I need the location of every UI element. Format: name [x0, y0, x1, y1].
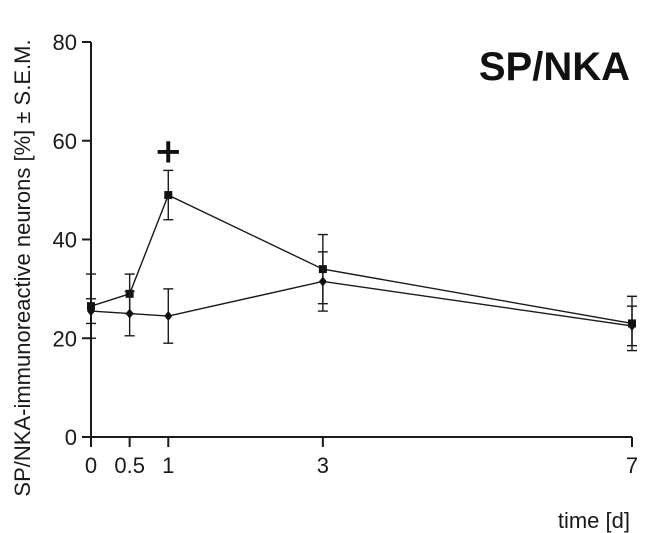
x-tick-label: 3: [317, 453, 329, 478]
data-point: [125, 308, 134, 319]
y-tick-label: 80: [53, 30, 77, 55]
chart-title: SP/NKA: [479, 45, 630, 89]
x-axis-title: time [d]: [558, 508, 630, 533]
data-point: [318, 276, 327, 287]
y-tick-label: 20: [53, 326, 77, 351]
y-tick-label: 60: [53, 129, 77, 154]
axes: [90, 42, 632, 438]
data-point: [164, 191, 173, 200]
y-ticks: 0 20 40 60 80: [53, 30, 91, 450]
series-2: [86, 251, 637, 347]
series-layer: [86, 169, 637, 352]
series-line: [90, 194, 633, 325]
y-axis-title: SP/NKA-immunoreactive neurons [%] ± S.E.…: [10, 39, 35, 496]
x-tick-label: 7: [626, 453, 638, 478]
x-tick-label: 0.5: [114, 453, 145, 478]
x-tick-label: 0: [85, 453, 97, 478]
x-tick-label: 1: [162, 453, 174, 478]
y-tick-label: 40: [53, 228, 77, 253]
data-point: [87, 306, 95, 317]
x-ticks: 0 0.5 1 3 7: [85, 437, 638, 478]
data-point: [628, 320, 636, 331]
series-line: [90, 280, 633, 327]
data-point: [164, 311, 173, 322]
significance-marker: +: [154, 132, 183, 172]
y-tick-label: 0: [65, 425, 77, 450]
